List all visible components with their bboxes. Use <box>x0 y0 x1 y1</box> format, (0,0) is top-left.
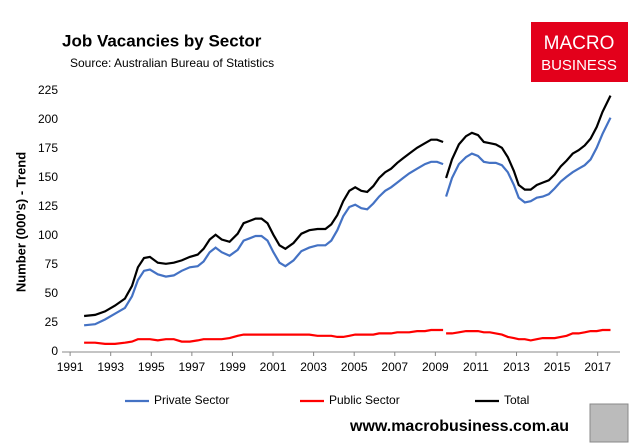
website: www.macrobusiness.com.au <box>349 418 569 435</box>
x-tick-label: 1993 <box>97 360 124 374</box>
y-tick-label: 150 <box>38 170 58 184</box>
y-tick-label: 25 <box>45 315 59 329</box>
series-line <box>83 95 612 318</box>
x-tick-label: 2013 <box>503 360 530 374</box>
y-tick-label: 200 <box>38 112 58 126</box>
y-tick-label: 100 <box>38 228 58 242</box>
x-tick-label: 1991 <box>57 360 84 374</box>
series-line <box>83 117 612 327</box>
y-tick-label: 175 <box>38 141 58 155</box>
x-tick-label: 1997 <box>179 360 206 374</box>
legend-label: Total <box>504 393 529 407</box>
y-tick-label: 75 <box>45 257 59 271</box>
logo-text: BUSINESS <box>541 57 617 74</box>
legend-label: Private Sector <box>154 393 229 407</box>
y-tick-label: 225 <box>38 83 58 97</box>
logo-text: MACRO <box>544 33 615 54</box>
y-tick-label: 0 <box>51 344 58 358</box>
x-tick-label: 2003 <box>300 360 327 374</box>
series-line <box>84 328 611 345</box>
x-tick-label: 2015 <box>544 360 571 374</box>
x-tick-label: 2011 <box>463 360 489 374</box>
x-tick-label: 2007 <box>381 360 408 374</box>
x-tick-label: 1999 <box>219 360 246 374</box>
legend-label: Public Sector <box>329 393 400 407</box>
x-tick-label: 2001 <box>260 360 287 374</box>
x-tick-label: 2005 <box>341 360 368 374</box>
y-axis-label: Number (000's) - Trend <box>13 152 28 292</box>
x-tick-label: 2017 <box>584 360 611 374</box>
wolf-icon <box>589 403 629 443</box>
logo-box <box>531 22 628 82</box>
x-tick-label: 2009 <box>422 360 449 374</box>
y-tick-label: 50 <box>45 286 59 300</box>
chart-subtitle: Source: Australian Bureau of Statistics <box>70 56 274 70</box>
x-tick-label: 1995 <box>138 360 165 374</box>
y-tick-label: 125 <box>38 199 58 213</box>
chart-title: Job Vacancies by Sector <box>62 31 262 50</box>
